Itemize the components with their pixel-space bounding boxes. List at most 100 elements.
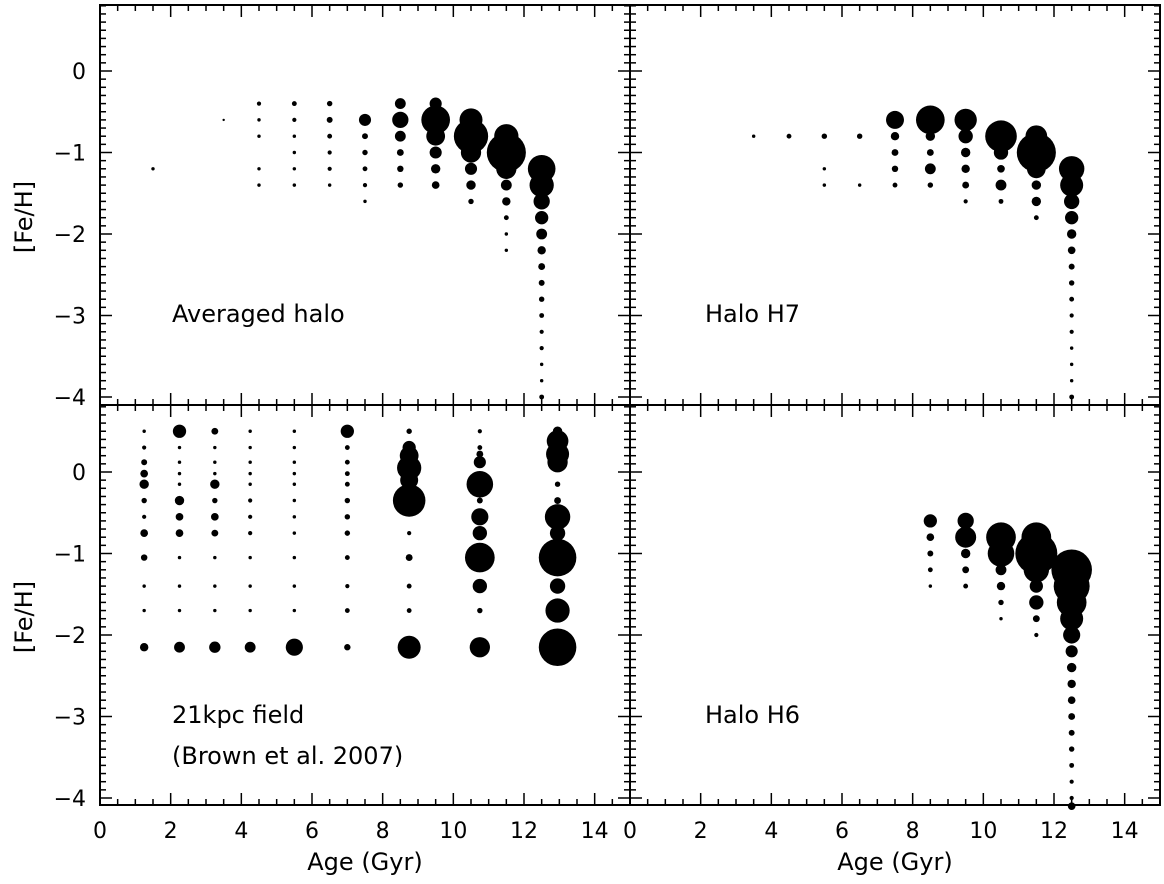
data-point bbox=[502, 197, 511, 206]
data-point bbox=[140, 554, 148, 561]
data-point bbox=[362, 149, 368, 156]
data-point bbox=[177, 555, 182, 560]
data-point bbox=[139, 643, 149, 652]
data-point bbox=[292, 117, 297, 122]
data-point bbox=[142, 429, 146, 433]
data-point bbox=[392, 111, 409, 129]
data-point bbox=[431, 181, 440, 189]
data-point bbox=[927, 182, 934, 188]
data-point bbox=[503, 215, 509, 221]
data-point bbox=[142, 608, 146, 613]
data-point bbox=[327, 183, 332, 187]
data-point bbox=[213, 555, 217, 560]
data-point bbox=[500, 179, 512, 191]
data-point bbox=[429, 146, 442, 159]
data-point bbox=[400, 471, 419, 490]
data-point bbox=[248, 514, 253, 519]
data-point bbox=[822, 167, 827, 171]
data-point bbox=[177, 460, 182, 464]
data-point bbox=[140, 469, 149, 478]
data-point bbox=[537, 246, 546, 255]
data-point bbox=[340, 424, 354, 438]
x-tick-label: 0 bbox=[623, 819, 637, 844]
data-point bbox=[987, 540, 1015, 567]
data-point bbox=[285, 638, 303, 656]
data-point bbox=[486, 132, 526, 173]
panel-label-citation: (Brown et al. 2007) bbox=[172, 742, 403, 770]
data-point bbox=[248, 555, 252, 560]
data-point bbox=[344, 530, 351, 536]
data-point bbox=[1066, 662, 1077, 673]
data-point bbox=[292, 584, 297, 588]
data-point bbox=[985, 120, 1017, 153]
y-tick-label: −4 bbox=[54, 386, 86, 411]
data-point bbox=[1032, 615, 1040, 623]
y-tick-label: −2 bbox=[54, 624, 86, 649]
data-point bbox=[177, 471, 182, 476]
data-point bbox=[344, 608, 350, 613]
data-point bbox=[292, 460, 297, 464]
data-point bbox=[460, 142, 482, 163]
data-point bbox=[392, 484, 426, 517]
data-point bbox=[1069, 329, 1074, 334]
data-point bbox=[141, 497, 147, 504]
data-point bbox=[292, 134, 297, 138]
data-point bbox=[857, 183, 862, 187]
data-point bbox=[1026, 159, 1046, 179]
y-tick-label: −1 bbox=[54, 142, 86, 167]
x-tick-label: 12 bbox=[510, 819, 538, 844]
data-point bbox=[172, 424, 187, 438]
x-tick-label: 10 bbox=[439, 819, 467, 844]
data-point bbox=[1067, 696, 1076, 705]
data-point bbox=[292, 608, 297, 613]
data-point bbox=[257, 167, 261, 171]
data-point bbox=[326, 116, 333, 123]
data-point bbox=[151, 167, 155, 171]
data-point bbox=[995, 564, 1007, 576]
panel-label: Halo H6 bbox=[705, 701, 800, 729]
x-tick-label: 4 bbox=[764, 819, 778, 844]
data-point bbox=[142, 445, 147, 450]
data-point bbox=[504, 232, 509, 236]
data-point bbox=[925, 131, 936, 141]
data-point bbox=[248, 498, 253, 503]
data-point bbox=[177, 482, 182, 486]
data-point bbox=[142, 584, 146, 588]
panel-frame bbox=[629, 4, 1161, 406]
data-point bbox=[174, 641, 185, 653]
x-tick-label: 0 bbox=[93, 819, 107, 844]
data-point bbox=[554, 497, 561, 504]
data-point bbox=[1067, 679, 1076, 689]
data-point bbox=[476, 497, 483, 504]
data-point bbox=[471, 508, 489, 526]
data-point bbox=[1023, 557, 1050, 583]
data-point bbox=[751, 134, 756, 138]
points bbox=[151, 97, 556, 400]
data-point bbox=[292, 445, 297, 450]
data-point bbox=[292, 167, 297, 171]
data-point bbox=[954, 108, 977, 132]
data-point bbox=[210, 512, 219, 521]
data-point bbox=[822, 183, 827, 187]
data-point bbox=[406, 608, 412, 613]
data-point bbox=[257, 183, 261, 187]
data-point bbox=[1034, 632, 1039, 638]
data-point bbox=[213, 445, 217, 450]
data-point bbox=[248, 460, 252, 464]
data-point bbox=[292, 482, 297, 486]
y-axis-label: [Fe/H] bbox=[10, 181, 38, 253]
data-point bbox=[257, 118, 261, 122]
data-point bbox=[477, 429, 482, 434]
data-point bbox=[209, 641, 221, 653]
data-point bbox=[473, 456, 486, 469]
data-point bbox=[539, 346, 544, 351]
data-point bbox=[248, 445, 252, 450]
data-point bbox=[257, 134, 261, 138]
data-point bbox=[1069, 296, 1075, 302]
data-point bbox=[1033, 215, 1039, 221]
data-point bbox=[998, 599, 1004, 606]
data-point bbox=[923, 514, 937, 528]
x-tick-label: 12 bbox=[1040, 819, 1068, 844]
data-point bbox=[142, 514, 147, 519]
data-point bbox=[957, 512, 974, 530]
